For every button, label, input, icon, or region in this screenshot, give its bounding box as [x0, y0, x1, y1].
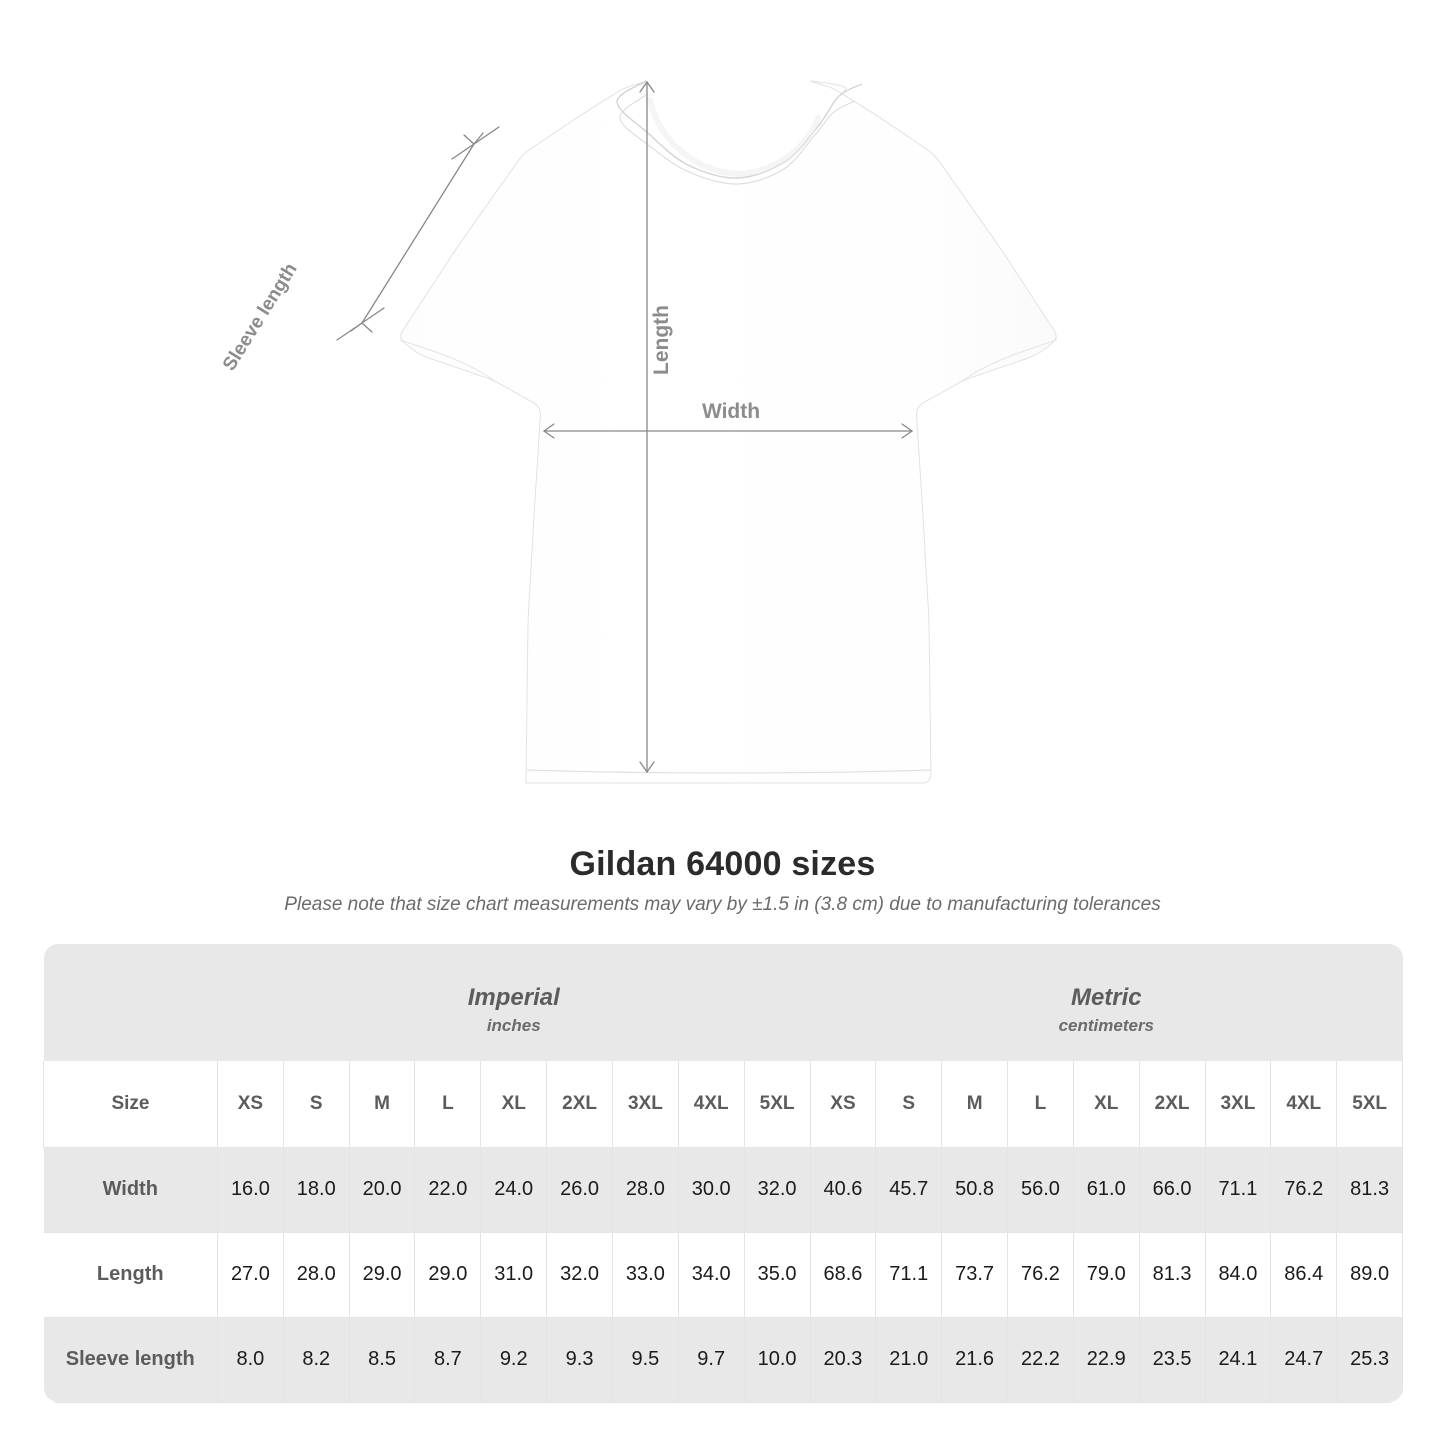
svg-text:Width: Width [702, 400, 760, 423]
svg-text:Sleeve length: Sleeve length [219, 260, 302, 375]
svg-text:Length: Length [650, 305, 673, 375]
